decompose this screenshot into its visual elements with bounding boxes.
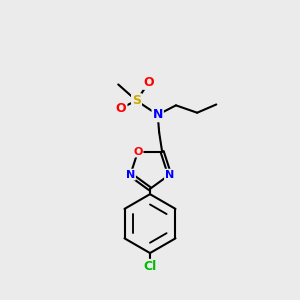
Text: O: O	[133, 147, 142, 157]
Text: Cl: Cl	[143, 260, 157, 273]
Text: N: N	[126, 169, 135, 180]
Text: S: S	[132, 94, 141, 107]
Text: N: N	[165, 169, 174, 180]
Text: N: N	[152, 108, 163, 121]
Text: O: O	[116, 101, 127, 115]
Text: O: O	[144, 76, 154, 89]
